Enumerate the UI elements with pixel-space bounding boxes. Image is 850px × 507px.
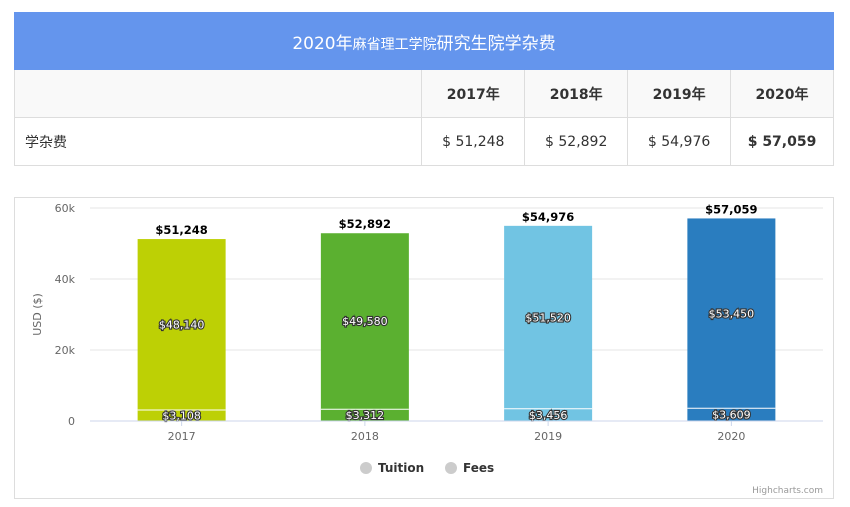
total-label: $52,892 — [339, 217, 391, 231]
table-header-row: 2017年 2018年 2019年 2020年 — [13, 69, 834, 118]
header-year-2018: 2018年 — [524, 69, 629, 118]
tuition-data-label: $48,140 — [159, 319, 205, 332]
y-tick-label: 0 — [68, 415, 75, 428]
x-tick-label: 2020 — [717, 430, 745, 443]
bar-fees — [687, 408, 776, 421]
header-empty-cell — [13, 69, 423, 118]
total-label: $54,976 — [522, 210, 574, 224]
value-2017: $ 51,248 — [421, 117, 526, 166]
y-tick-label: 40k — [55, 273, 76, 286]
bar-fees — [504, 408, 593, 421]
y-tick-label: 20k — [55, 344, 76, 357]
tuition-data-label: $49,580 — [342, 315, 388, 328]
header-year-2020: 2020年 — [730, 69, 834, 118]
table-row: 学杂费 $ 51,248 $ 52,892 $ 54,976 $ 57,059 — [13, 117, 834, 166]
x-tick-label: 2019 — [534, 430, 562, 443]
table-title: 2020年麻省理工学院研究生院学杂费 — [14, 12, 834, 70]
chart-svg: 0 20k 40k 60k USD ($) $48,140 $3,108 $51,248 201… — [31, 202, 823, 496]
tuition-table: 2020年麻省理工学院研究生院学杂费 2017年 2018年 2019年 202… — [13, 12, 834, 166]
legend-tuition-symbol — [360, 462, 372, 474]
bar-tuition — [320, 233, 409, 410]
y-tick-label: 60k — [55, 202, 76, 215]
bar-fees — [137, 409, 226, 421]
fees-data-label: $3,108 — [162, 409, 201, 422]
value-2019: $ 54,976 — [627, 117, 732, 166]
tuition-data-label: $51,520 — [525, 311, 571, 324]
total-label: $57,059 — [705, 202, 757, 216]
bar-tuition — [687, 218, 776, 409]
bar-tuition — [504, 225, 593, 409]
value-2018: $ 52,892 — [524, 117, 629, 166]
stacked-bar-chart: 0 20k 40k 60k USD ($) $48,140 $3,108 $51,248 201… — [14, 197, 834, 499]
header-year-2017: 2017年 — [421, 69, 526, 118]
legend-fees-symbol — [445, 462, 457, 474]
x-tick-label: 2018 — [351, 430, 379, 443]
legend-fees-label: Fees — [463, 461, 494, 475]
header-year-2019: 2019年 — [627, 69, 732, 118]
fees-data-label: $3,609 — [712, 409, 751, 422]
credits-text: Highcharts.com — [752, 486, 823, 496]
fees-data-label: $3,312 — [346, 409, 385, 422]
row-label: 学杂费 — [13, 117, 423, 166]
value-2020: $ 57,059 — [730, 117, 834, 166]
total-label: $51,248 — [155, 223, 207, 237]
y-axis-title: USD ($) — [31, 293, 44, 336]
x-tick-label: 2017 — [168, 430, 196, 443]
bar-fees — [320, 409, 409, 421]
bar-tuition — [137, 239, 226, 410]
legend-tuition-label: Tuition — [378, 461, 424, 475]
tuition-data-label: $53,450 — [709, 307, 755, 320]
fees-data-label: $3,456 — [529, 409, 568, 422]
